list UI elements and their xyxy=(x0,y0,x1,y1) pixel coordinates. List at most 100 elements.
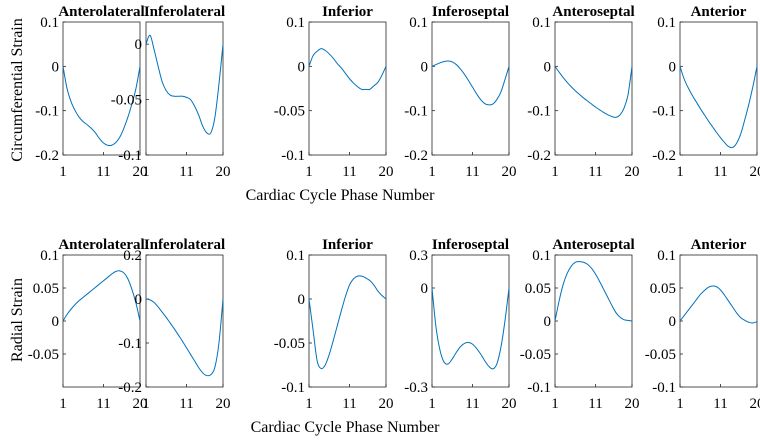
panel-1-3-xtick-label: 20 xyxy=(379,164,394,180)
panel-2-1-xtick-label: 1 xyxy=(59,396,67,412)
panel-2-1-title: Anterolateral xyxy=(58,237,144,253)
panel-2-5-ytick-label: 0.05 xyxy=(525,281,551,297)
panel-2-4-frame xyxy=(431,254,510,388)
panel-2-1-xtick-label: 20 xyxy=(133,396,148,412)
panel-1-6-ytick-label: 0 xyxy=(669,59,677,75)
panel-2-5-title: Anteroseptal xyxy=(552,237,634,253)
panel-1-3-strain-line xyxy=(308,48,387,91)
panel-1-6-xtick-label: 1 xyxy=(676,164,684,180)
panel-1-2-xtick-label: 1 xyxy=(142,164,150,180)
panel-1-5-ytick-label: -0.2 xyxy=(527,148,551,164)
panel-2-3-xtick-label: 20 xyxy=(379,396,394,412)
panel-1-4-frame xyxy=(431,21,510,156)
panel-2-5-xtick-label: 11 xyxy=(588,396,602,412)
panel-1-3-frame xyxy=(308,21,387,156)
panel-2-1-ytick-label: 0 xyxy=(52,314,60,330)
panel-2-3-title: Inferior xyxy=(322,237,373,253)
panel-2-4-ytick-label: 0 xyxy=(421,281,429,297)
panel-2-5-xtick-label: 20 xyxy=(625,396,640,412)
panel-1-5-xtick-label: 20 xyxy=(625,164,640,180)
panel-2-2-title: Inferolateral xyxy=(144,237,225,253)
row-1-x-axis-label: Cardiac Cycle Phase Number xyxy=(246,187,436,204)
panel-2-6-ytick-label: 0 xyxy=(669,314,677,330)
panel-2-1-ytick-label: 0.05 xyxy=(33,281,59,297)
panel-2-3-ytick-label: -0.05 xyxy=(274,336,305,352)
panel-2-6-xtick-label: 20 xyxy=(750,396,760,412)
panel-1-2-ytick-label: 0 xyxy=(135,37,143,53)
panel-1-3-title: Inferior xyxy=(322,4,373,20)
panel-2-2-strain-line xyxy=(145,298,224,377)
panel-1-4-strain-line xyxy=(431,60,510,106)
panel-1-6-strain-line xyxy=(679,66,758,149)
panel-2-3-strain-line xyxy=(308,275,387,370)
panel-2-1-frame xyxy=(62,254,141,388)
panel-1-5-frame xyxy=(554,21,633,156)
panel-1-5-title: Anteroseptal xyxy=(552,4,634,20)
panel-1-1-ytick-label: -0.2 xyxy=(35,148,59,164)
panel-1-3-ytick-label: 0.1 xyxy=(286,15,305,31)
panel-2-3-frame xyxy=(308,254,387,388)
panel-1-4-xtick-label: 1 xyxy=(428,164,436,180)
panel-2-4-ytick-label: -0.3 xyxy=(404,380,428,396)
panel-2-1-ytick-label: 0.1 xyxy=(40,248,59,264)
panel-1-5-xtick-label: 1 xyxy=(551,164,559,180)
panel-2-6-ytick-label: -0.05 xyxy=(645,347,676,363)
panel-1-6-frame xyxy=(679,21,758,156)
panel-1-1-title: Anterolateral xyxy=(58,4,144,20)
panel-2-2-ytick-label: 0 xyxy=(135,292,143,308)
panel-2-4-ytick-label: 0.3 xyxy=(409,248,428,264)
panel-2-4-strain-line xyxy=(431,287,510,370)
panel-1-4-title: Inferoseptal xyxy=(432,4,509,20)
panel-1-1-ytick-label: -0.1 xyxy=(35,104,59,120)
panel-1-4-ytick-label: -0.1 xyxy=(404,104,428,120)
panel-2-3-ytick-label: 0 xyxy=(298,292,306,308)
panel-2-2-xtick-label: 20 xyxy=(216,396,231,412)
panel-2-6-xtick-label: 1 xyxy=(676,396,684,412)
panel-2-1-xtick-label: 11 xyxy=(96,396,110,412)
panel-1-4-xtick-label: 11 xyxy=(465,164,479,180)
panel-1-4-ytick-label: 0 xyxy=(421,59,429,75)
panel-1-5-ytick-label: 0 xyxy=(544,59,552,75)
row-2-x-axis-label: Cardiac Cycle Phase Number xyxy=(251,419,441,436)
panel-2-6-ytick-label: 0.05 xyxy=(650,281,676,297)
panel-1-1-ytick-label: 0 xyxy=(52,59,60,75)
panel-1-2-xtick-label: 20 xyxy=(216,164,231,180)
panel-2-2-ytick-label: -0.2 xyxy=(118,380,142,396)
panel-1-6-title: Anterior xyxy=(691,4,747,20)
panel-1-6-ytick-label: 0.1 xyxy=(657,15,676,31)
panel-1-1-xtick-label: 20 xyxy=(133,164,148,180)
panel-1-2-title: Inferolateral xyxy=(144,4,225,20)
panel-2-4-xtick-label: 20 xyxy=(502,396,517,412)
panel-2-6-ytick-label: 0.1 xyxy=(657,248,676,264)
panel-1-6-ytick-label: -0.1 xyxy=(652,104,676,120)
panel-1-2-strain-line xyxy=(145,34,224,135)
panel-2-2-frame xyxy=(145,254,224,388)
panel-1-5-strain-line xyxy=(554,66,633,118)
panel-2-5-ytick-label: -0.1 xyxy=(527,380,551,396)
panel-2-2-xtick-label: 11 xyxy=(179,396,193,412)
panel-1-3-xtick-label: 1 xyxy=(305,164,313,180)
panel-2-5-xtick-label: 1 xyxy=(551,396,559,412)
row-1-y-axis-label: Circumferential Strain xyxy=(9,18,26,162)
panel-2-2-xtick-label: 1 xyxy=(142,396,150,412)
panel-1-3-ytick-label: -0.05 xyxy=(274,104,305,120)
panel-2-5-ytick-label: -0.05 xyxy=(520,347,551,363)
panel-2-1-ytick-label: -0.05 xyxy=(28,347,59,363)
panel-1-5-xtick-label: 11 xyxy=(588,164,602,180)
panel-2-5-strain-line xyxy=(554,261,633,322)
panel-1-1-strain-line xyxy=(62,66,141,147)
panel-2-3-ytick-label: 0.1 xyxy=(286,248,305,264)
panel-1-3-ytick-label: 0 xyxy=(298,59,306,75)
